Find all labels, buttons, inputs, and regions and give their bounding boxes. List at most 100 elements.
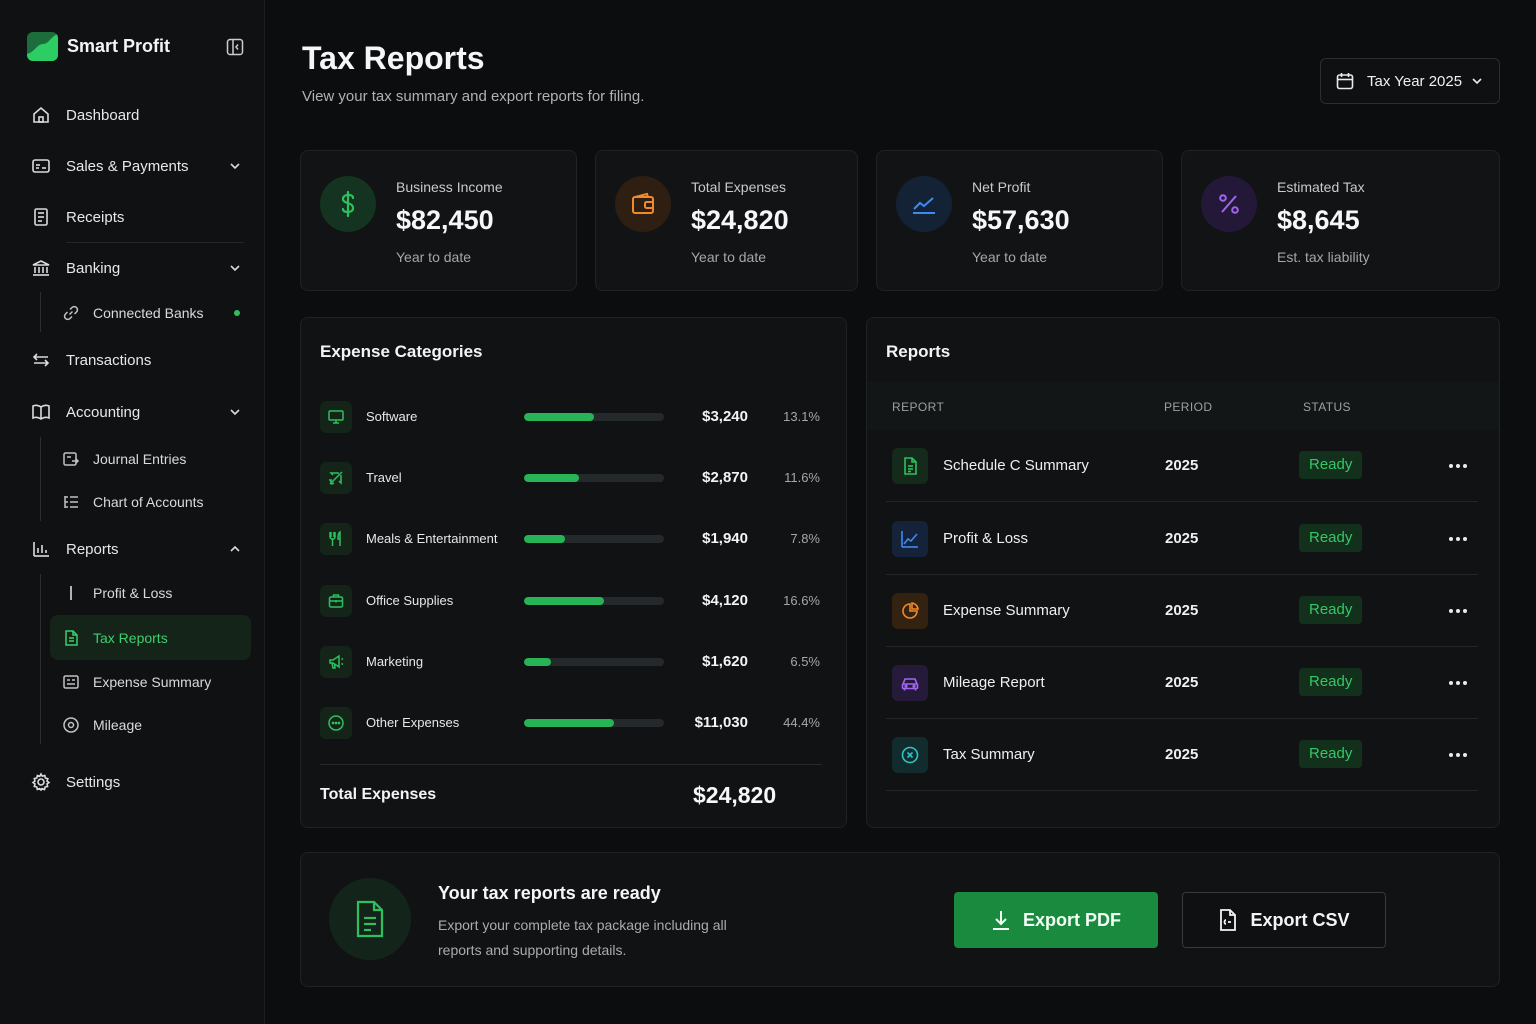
bar-indicator-icon (62, 584, 80, 602)
nav-dashboard[interactable]: Dashboard (30, 100, 246, 130)
connection-status-dot (234, 310, 240, 316)
collapse-sidebar-icon[interactable] (226, 38, 244, 56)
card-value: $8,645 (1277, 205, 1360, 235)
nav-receipts[interactable]: Receipts (30, 202, 246, 232)
expense-bar (524, 658, 664, 666)
expense-row: Meals & Entertainment $1,940 7.8% (320, 523, 820, 557)
nav-tax-reports[interactable]: Tax Reports (50, 615, 251, 660)
nav-chart-of-accounts[interactable]: Chart of Accounts (62, 488, 250, 516)
expense-bar (524, 474, 664, 482)
brand-logo-icon (27, 32, 58, 61)
nav-accounting-label: Accounting (66, 403, 141, 421)
table-row[interactable]: Mileage Report 2025 Ready (886, 647, 1478, 719)
nav-journal-entries-label: Journal Entries (93, 451, 187, 467)
nav-connected-banks[interactable]: Connected Banks (62, 299, 250, 327)
report-name[interactable]: Profit & Loss (943, 530, 1029, 547)
expense-row: Software $3,240 13.1% (320, 401, 820, 435)
report-name[interactable]: Expense Summary (943, 602, 1070, 619)
report-name[interactable]: Tax Summary (943, 746, 1035, 763)
expense-bar (524, 719, 664, 727)
nav-reports-label: Reports (66, 540, 119, 558)
more-options-icon[interactable] (1446, 527, 1470, 551)
report-name[interactable]: Mileage Report (943, 674, 1045, 691)
more-options-icon[interactable] (1446, 743, 1470, 767)
export-pdf-label: Export PDF (1022, 909, 1121, 930)
status-badge: Ready (1299, 596, 1363, 624)
expense-percent: 6.5% (790, 654, 820, 669)
more-options-icon[interactable] (1446, 599, 1470, 623)
export-csv-label: Export CSV (1250, 909, 1350, 930)
chevron-down-icon (228, 159, 242, 173)
expense-amount: $1,940 (702, 530, 748, 547)
nav-settings[interactable]: Settings (30, 767, 246, 797)
briefcase-icon (320, 585, 352, 617)
card-label: Estimated Tax (1277, 179, 1365, 195)
card-net-profit: Net Profit $57,630 Year to date (876, 150, 1163, 291)
brand[interactable]: Smart Profit (27, 32, 170, 61)
export-title: Your tax reports are ready (438, 883, 661, 903)
expense-bar (524, 413, 664, 421)
table-row[interactable]: Schedule C Summary 2025 Ready (886, 430, 1478, 502)
car-icon (892, 665, 928, 701)
chevron-down-icon (228, 405, 242, 419)
report-period: 2025 (1165, 746, 1199, 763)
line-chart-icon (892, 521, 928, 557)
megaphone-icon (320, 646, 352, 678)
download-icon (991, 909, 1011, 931)
table-row[interactable]: Expense Summary 2025 Ready (886, 575, 1478, 647)
expense-name: Software (366, 409, 418, 424)
table-row[interactable]: Profit & Loss 2025 Ready (886, 503, 1478, 575)
expense-name: Marketing (366, 654, 424, 669)
nav-reports[interactable]: Reports (30, 534, 246, 564)
nav-settings-label: Settings (66, 773, 121, 791)
reports-panel: Reports REPORT PERIOD STATUS Schedule C … (866, 317, 1500, 828)
table-header (867, 382, 1499, 430)
file-icon (1218, 908, 1238, 932)
card-note: Year to date (691, 249, 766, 265)
dollar-icon (320, 176, 376, 232)
more-options-icon[interactable] (1446, 454, 1470, 478)
expense-bar-fill (524, 474, 579, 482)
nav-profit-loss[interactable]: Profit & Loss (62, 579, 250, 607)
card-total-expenses: Total Expenses $24,820 Year to date (595, 150, 858, 291)
brand-name: Smart Profit (67, 36, 171, 56)
column-header-period[interactable]: PERIOD (1164, 400, 1213, 414)
column-header-status[interactable]: STATUS (1303, 400, 1351, 414)
card-note: Year to date (396, 249, 471, 265)
card-note: Year to date (972, 249, 1047, 265)
document-icon (892, 448, 928, 484)
page-title: Tax Reports (302, 40, 485, 76)
total-divider (320, 764, 822, 765)
expense-bar-fill (524, 719, 614, 727)
nav-expense-summary[interactable]: Expense Summary (62, 668, 250, 696)
export-pdf-button[interactable]: Export PDF (954, 892, 1158, 948)
tree-line (40, 574, 41, 744)
nav-transactions-label: Transactions (66, 351, 152, 369)
expense-bar-fill (524, 535, 565, 543)
export-csv-button[interactable]: Export CSV (1182, 892, 1386, 948)
nav-journal-entries[interactable]: Journal Entries (62, 445, 250, 473)
report-period: 2025 (1165, 530, 1199, 547)
nav-mileage[interactable]: Mileage (62, 711, 250, 739)
report-period: 2025 (1165, 602, 1199, 619)
nav-transactions[interactable]: Transactions (30, 345, 246, 375)
nav-sales-payments[interactable]: Sales & Payments (30, 151, 246, 181)
nav-accounting[interactable]: Accounting (30, 397, 246, 427)
table-row[interactable]: Tax Summary 2025 Ready (886, 719, 1478, 791)
nav-mileage-label: Mileage (93, 717, 143, 733)
column-header-report[interactable]: REPORT (892, 400, 945, 414)
more-options-icon[interactable] (1446, 671, 1470, 695)
tax-year-select[interactable]: Tax Year 2025 (1320, 58, 1500, 104)
expense-bar-fill (524, 413, 594, 421)
total-expenses-label: Total Expenses (320, 786, 437, 803)
report-name[interactable]: Schedule C Summary (943, 457, 1089, 474)
nav-banking[interactable]: Banking (30, 253, 246, 283)
expense-bar-fill (524, 658, 551, 666)
sidebar: Smart Profit Dashboard Sales & Payments … (0, 0, 265, 1024)
card-label: Net Profit (972, 179, 1031, 195)
card-estimated-tax: Estimated Tax $8,645 Est. tax liability (1181, 150, 1500, 291)
export-panel: Your tax reports are ready Export your c… (300, 852, 1500, 987)
target-icon (62, 716, 80, 734)
expense-bar-fill (524, 597, 604, 605)
document-icon (329, 878, 411, 960)
